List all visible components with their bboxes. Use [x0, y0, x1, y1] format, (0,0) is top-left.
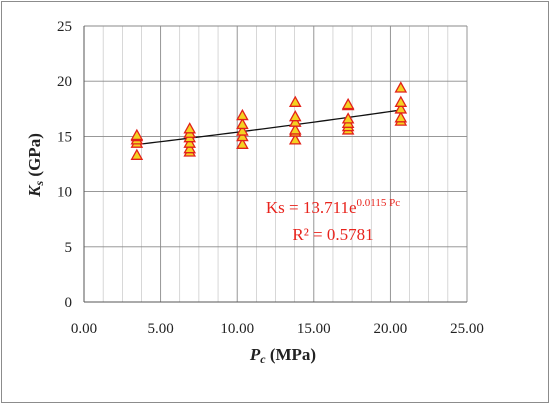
trendline — [136, 109, 401, 146]
x-tick-label: 0.00 — [71, 321, 97, 337]
axes — [83, 26, 467, 303]
x-tick-label: 10.00 — [220, 321, 254, 337]
data-point — [394, 102, 408, 114]
y-axis-title-main: K — [25, 184, 44, 198]
grid — [83, 25, 468, 303]
data-point — [394, 81, 408, 93]
data-point — [236, 108, 249, 121]
y-tick-label: 5 — [65, 240, 73, 256]
x-axis-title: Pc (MPa) — [249, 345, 316, 366]
x-tick-label: 15.00 — [297, 321, 331, 337]
data-point — [236, 137, 249, 149]
y-tick-label: 0 — [65, 295, 73, 311]
y-axis-title: Ks (GPa) — [25, 133, 46, 198]
data-point — [288, 95, 302, 107]
data-point — [130, 128, 144, 141]
x-tick-label: 25.00 — [450, 321, 484, 337]
data-point — [288, 133, 302, 145]
r-squared-label: R² = 0.5781 — [292, 225, 373, 244]
data-point — [236, 124, 249, 136]
x-axis-title-unit: (MPa) — [266, 345, 317, 364]
trendline-group — [136, 109, 401, 146]
data-point — [183, 122, 197, 134]
data-point — [183, 136, 197, 148]
x-axis-title-main: P — [249, 345, 261, 364]
x-tick-label: 5.00 — [147, 321, 173, 337]
x-tick-label: 20.00 — [374, 321, 408, 337]
data-point — [341, 97, 355, 110]
equation-base: Ks = 13.711e — [266, 198, 357, 217]
data-point — [236, 129, 249, 142]
y-axis-title-unit: (GPa) — [25, 133, 44, 181]
tick-labels: 0.00 5.00 10.00 15.00 20.00 25.00 0 5 10 15 20 25 — [57, 19, 484, 337]
y-tick-label: 20 — [57, 74, 72, 90]
y-tick-label: 10 — [57, 185, 72, 201]
y-axis-title-sub: s — [32, 181, 46, 187]
data-point — [130, 148, 144, 160]
data-point — [288, 109, 302, 122]
data-point — [288, 123, 302, 135]
data-point — [236, 117, 249, 130]
data-point — [183, 142, 197, 154]
equation-exponent: 0.0115 Pc — [357, 197, 401, 209]
data-point — [394, 111, 408, 123]
y-tick-label: 25 — [57, 19, 72, 35]
x-axis-title-sub: c — [260, 352, 266, 366]
trendline-equation: Ks = 13.711e0.0115 Pc — [266, 197, 400, 217]
data-points — [130, 81, 408, 160]
y-tick-label: 15 — [57, 129, 72, 145]
data-point — [288, 115, 302, 127]
data-point — [394, 95, 408, 107]
data-point — [341, 112, 355, 124]
